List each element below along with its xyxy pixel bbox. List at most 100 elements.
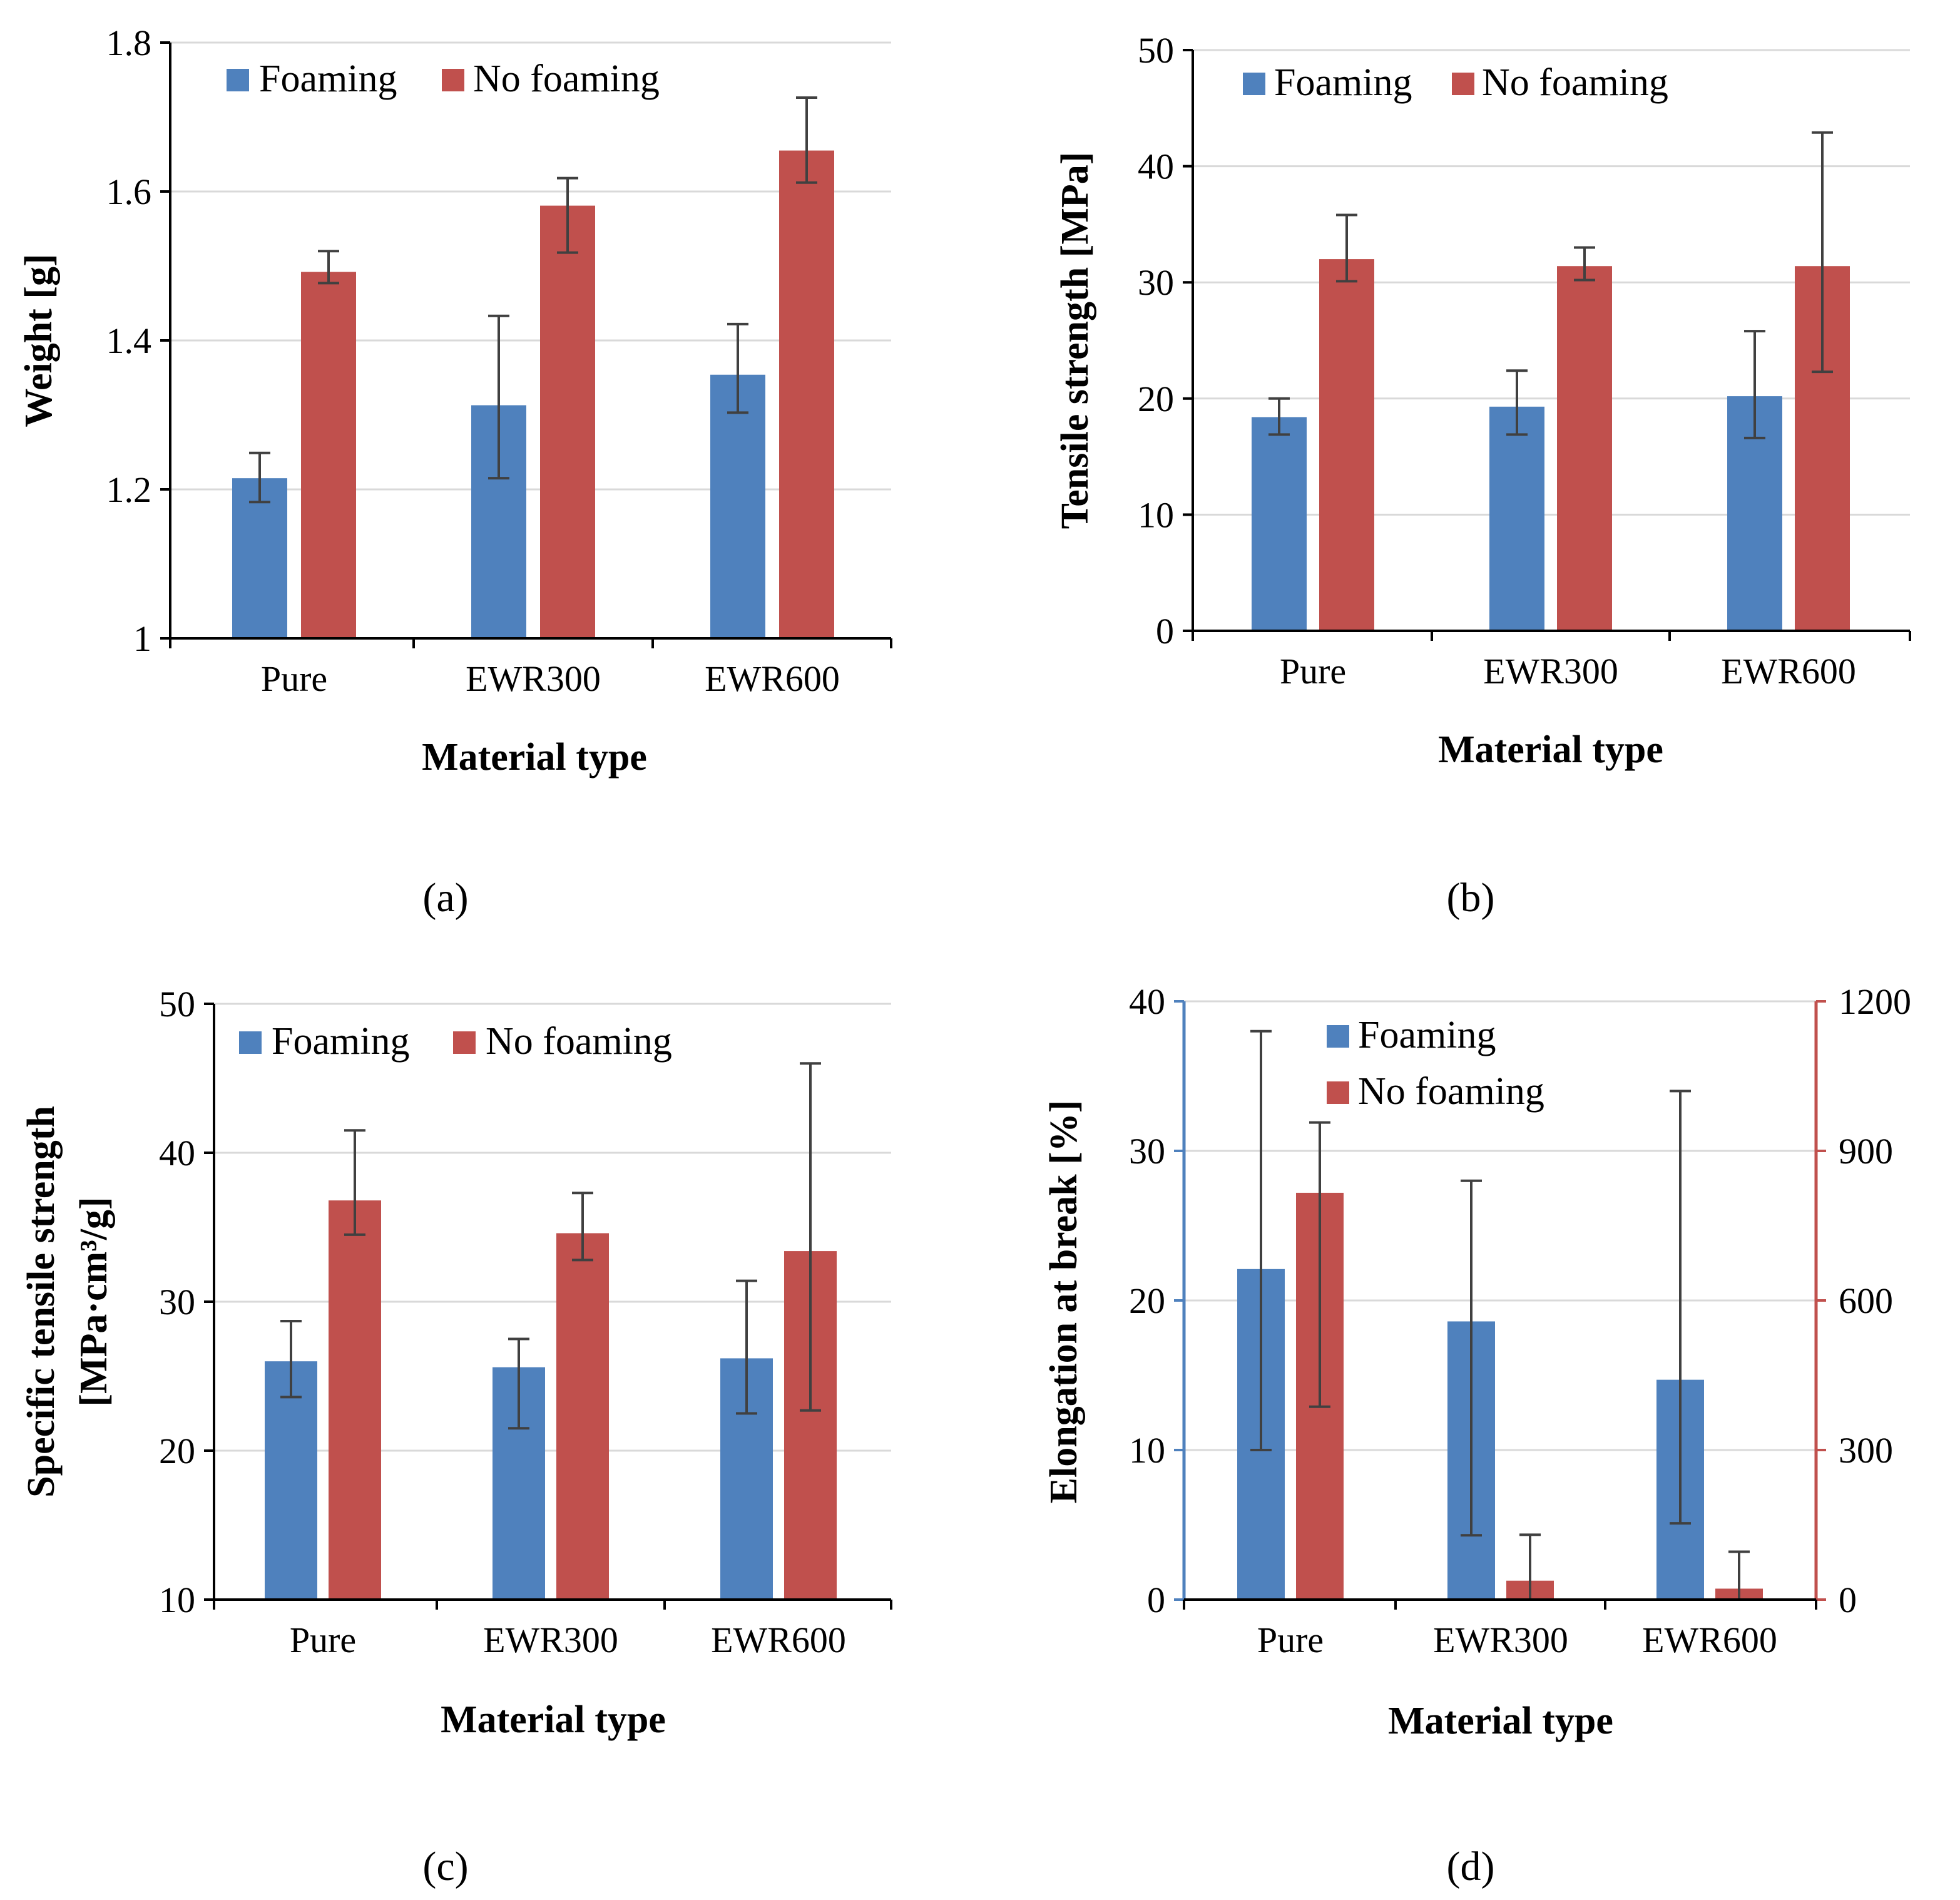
y-tick-label: 1.2 — [106, 469, 152, 510]
x-tick-label: EWR600 — [1642, 1620, 1777, 1660]
legend-label-no-foaming: No foaming — [473, 58, 660, 100]
y-tick-label: 30 — [159, 1282, 195, 1322]
chart-panel-c: 10 20 30 40 50 Pure EWR300 EWR600 Foaming No f… — [20, 984, 892, 1889]
bar-foaming-pure — [232, 478, 287, 638]
y-tick-label: 40 — [1138, 146, 1174, 187]
panel-label: (c) — [422, 1844, 468, 1889]
axes — [1183, 49, 1911, 641]
x-tick-label: EWR600 — [1721, 651, 1856, 692]
y-tick-label: 1.8 — [106, 23, 152, 63]
axes — [204, 1003, 892, 1610]
error-bars — [1268, 131, 1833, 439]
legend: Foaming No foaming — [239, 1020, 672, 1063]
y-axis-title: Tensile strength [MPa] — [1054, 152, 1096, 529]
legend-label-foaming: Foaming — [259, 58, 397, 100]
gridlines — [214, 1003, 891, 1452]
x-axis-title: Material type — [422, 736, 647, 779]
x-tick-labels: Pure EWR300 EWR600 — [261, 658, 840, 699]
y-tick-label: 10 — [159, 1580, 195, 1620]
x-tick-labels: Pure EWR300 EWR600 — [1257, 1620, 1777, 1660]
bars — [265, 1200, 837, 1600]
x-tick-label: EWR300 — [466, 658, 601, 699]
y-tick-label: 40 — [1129, 981, 1165, 1022]
y-tick-labels: 10 20 30 40 50 — [159, 984, 195, 1620]
y-tick-label: 30 — [1129, 1131, 1165, 1172]
y2-tick-label: 300 — [1839, 1430, 1893, 1471]
x-tick-label: Pure — [1257, 1620, 1324, 1660]
bar-no-foaming-pure — [301, 272, 356, 638]
x-tick-label: EWR600 — [705, 658, 840, 699]
bar-no-foaming-ewr600 — [779, 150, 834, 639]
y-axis-title-line-2: [MPa·cm³/g] — [73, 1197, 115, 1406]
y-tick-label: 1.4 — [106, 320, 152, 361]
legend-swatch-foaming — [239, 1031, 262, 1054]
chart-panel-d: 0 10 20 30 40 0 300 600 900 1200 Pure EWR300 EWR60… — [1043, 981, 1911, 1889]
legend-label-foaming: Foaming — [1274, 61, 1412, 104]
error-bars — [249, 96, 817, 504]
x-tick-label: Pure — [261, 658, 327, 699]
gridlines — [1193, 49, 1910, 516]
x-tick-labels: Pure EWR300 EWR600 — [1280, 651, 1856, 692]
legend: Foaming No foaming — [1243, 61, 1668, 104]
chart-panel-b: 0 10 20 30 40 50 Pure EWR300 EWR600 Foaming No … — [1054, 30, 1911, 921]
bar-foaming-pure — [265, 1361, 317, 1600]
y2-tick-label: 1200 — [1839, 981, 1911, 1022]
y2-tick-label: 900 — [1839, 1131, 1893, 1172]
y-tick-label: 40 — [159, 1133, 195, 1173]
y-tick-labels: 0 10 20 30 40 50 — [1138, 30, 1174, 651]
y-tick-label: 1.6 — [106, 171, 152, 212]
y-tick-label: 10 — [1129, 1430, 1165, 1471]
x-tick-label: Pure — [290, 1620, 356, 1660]
y2-tick-label: 0 — [1839, 1580, 1857, 1620]
legend-swatch-no-foaming — [1327, 1081, 1349, 1104]
x-tick-label: EWR300 — [1483, 651, 1618, 692]
y-tick-label: 50 — [159, 984, 195, 1024]
y-tick-label: 1 — [133, 618, 151, 659]
y-axis-title-line-1: Specific tensile strength — [20, 1106, 63, 1498]
gridlines — [170, 41, 891, 491]
y-tick-label: 20 — [1138, 379, 1174, 419]
x-tick-label: EWR300 — [1433, 1620, 1568, 1660]
panel-label: (a) — [422, 875, 468, 921]
bars — [1237, 1192, 1763, 1600]
y-tick-label: 20 — [159, 1431, 195, 1471]
y-tick-label: 50 — [1138, 30, 1174, 71]
bar-no-foaming-ewr300 — [1557, 266, 1612, 631]
bars — [1252, 259, 1850, 631]
y-tick-labels: 1 1.2 1.4 1.6 1.8 — [106, 23, 152, 659]
legend-swatch-foaming — [1243, 73, 1265, 95]
y2-tick-labels: 0 300 600 900 1200 — [1839, 981, 1911, 1620]
x-tick-labels: Pure EWR300 EWR600 — [290, 1620, 846, 1660]
x-tick-label: Pure — [1280, 651, 1346, 692]
panel-label: (d) — [1447, 1844, 1495, 1889]
bars — [232, 150, 834, 639]
bar-foaming-pure — [1252, 417, 1307, 631]
legend-swatch-no-foaming — [442, 69, 464, 91]
error-bars — [280, 1062, 821, 1430]
y-tick-label: 10 — [1138, 494, 1174, 535]
legend-label-no-foaming: No foaming — [1482, 61, 1668, 104]
y2-tick-label: 600 — [1839, 1280, 1893, 1321]
x-axis-title: Material type — [1388, 1700, 1613, 1742]
chart-panel-a: 1 1.2 1.4 1.6 1.8 Pure EWR300 EWR600 Foaming N… — [18, 23, 892, 921]
x-tick-label: EWR600 — [711, 1620, 846, 1660]
legend-label-no-foaming: No foaming — [1358, 1070, 1544, 1113]
gridlines — [1184, 1000, 1816, 1451]
y-axis-title: Weight [g] — [18, 253, 60, 427]
x-tick-label: EWR300 — [483, 1620, 618, 1660]
bar-foaming-ewr600 — [710, 374, 765, 638]
y-tick-labels: 0 10 20 30 40 — [1129, 981, 1165, 1620]
legend-label-foaming: Foaming — [272, 1020, 409, 1063]
legend-label-foaming: Foaming — [1358, 1014, 1496, 1056]
bar-no-foaming-ewr300 — [540, 205, 595, 638]
axes — [1174, 1000, 1826, 1610]
y-tick-label: 30 — [1138, 262, 1174, 303]
panel-label: (b) — [1447, 875, 1495, 921]
error-bars — [1250, 1029, 1750, 1601]
y-tick-label: 20 — [1129, 1280, 1165, 1321]
legend-swatch-foaming — [1327, 1025, 1349, 1048]
bar-foaming-ewr300 — [1489, 406, 1544, 631]
x-axis-title: Material type — [441, 1698, 666, 1741]
legend-swatch-no-foaming — [1452, 73, 1474, 95]
